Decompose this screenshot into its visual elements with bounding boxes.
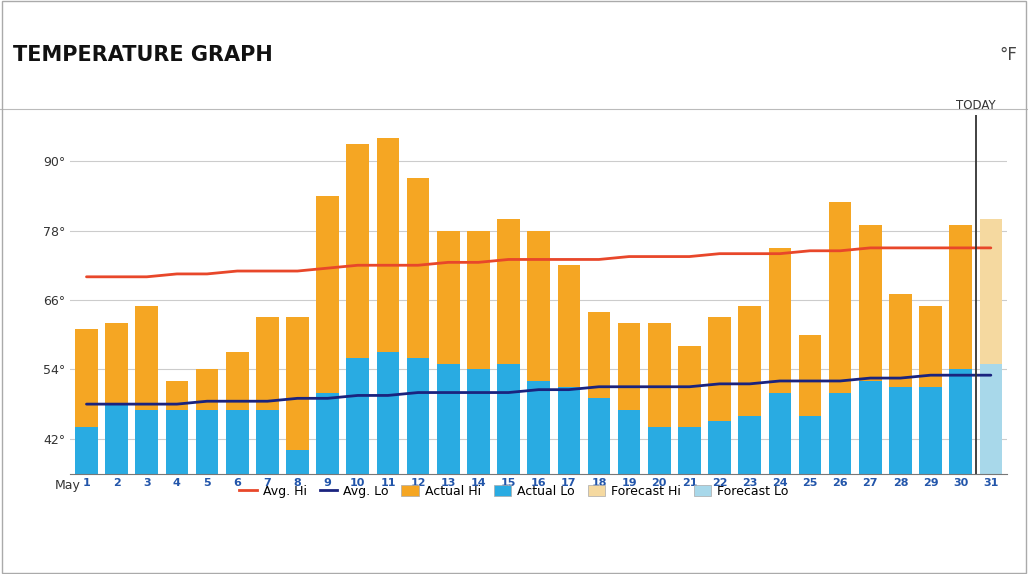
Bar [889,294,912,387]
Bar [919,387,942,574]
Bar [105,323,127,404]
Bar [618,323,640,410]
Bar [889,387,912,574]
Bar [437,363,460,574]
Bar [467,370,489,574]
Bar [859,381,882,574]
Bar [317,393,339,574]
Bar [376,138,399,352]
Bar [648,427,670,574]
Bar [136,306,158,410]
Text: May: May [54,479,81,492]
Bar [527,231,550,381]
Bar [769,393,792,574]
Bar [708,317,731,421]
Bar [498,219,520,363]
Bar [859,225,882,381]
Bar [557,265,580,387]
Bar [980,363,1002,574]
Bar [286,317,308,451]
Bar [738,306,761,416]
Bar [799,335,821,416]
Bar [829,201,851,393]
Bar [256,410,279,574]
Bar [557,387,580,574]
Bar [226,352,249,410]
Bar [708,421,731,574]
Bar [346,358,369,574]
Bar [286,451,308,574]
Bar [618,410,640,574]
Bar [195,370,218,410]
Bar [166,381,188,410]
Bar [527,381,550,574]
Bar [75,329,98,427]
Bar [738,416,761,574]
Bar [166,410,188,574]
Bar [467,231,489,370]
Bar [437,231,460,363]
Text: °F: °F [1000,46,1018,64]
Bar [648,323,670,427]
Bar [195,410,218,574]
Legend: Avg. Hi, Avg. Lo, Actual Hi, Actual Lo, Forecast Hi, Forecast Lo: Avg. Hi, Avg. Lo, Actual Hi, Actual Lo, … [234,480,794,503]
Bar [950,225,972,370]
Bar [588,398,611,574]
Text: TODAY: TODAY [956,99,995,112]
Bar [678,346,701,427]
Bar [829,393,851,574]
Bar [950,370,972,574]
Bar [407,179,430,358]
Bar [256,317,279,410]
Bar [376,352,399,574]
Bar [226,410,249,574]
Bar [498,363,520,574]
Text: TEMPERATURE GRAPH: TEMPERATURE GRAPH [13,45,273,65]
Bar [105,404,127,574]
Bar [346,144,369,358]
Bar [980,219,1002,363]
Bar [317,196,339,393]
Bar [588,312,611,398]
Bar [919,306,942,387]
Bar [75,427,98,574]
Bar [799,416,821,574]
Bar [136,410,158,574]
Bar [678,427,701,574]
Bar [407,358,430,574]
Bar [769,248,792,393]
